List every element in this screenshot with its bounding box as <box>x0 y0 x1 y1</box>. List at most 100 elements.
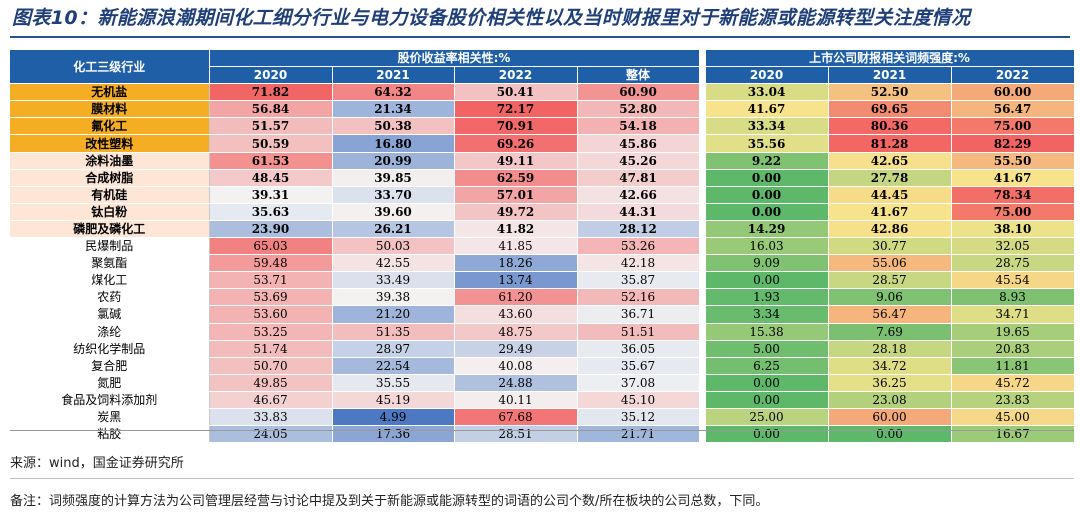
frequency-cell: 30.77 <box>828 237 952 256</box>
industry-name-cell: 氯碱 <box>10 305 210 324</box>
frequency-cell: 16.03 <box>705 237 829 256</box>
correlation-cell: 22.54 <box>332 357 455 375</box>
correlation-cell: 42.55 <box>332 254 455 273</box>
industry-name-cell: 炭黑 <box>10 408 210 427</box>
frequency-cell: 9.06 <box>828 288 952 307</box>
table-row: 农药 53.69 39.38 61.20 52.16 1.93 9.06 8.93 <box>10 288 1075 307</box>
correlation-cell: 50.41 <box>454 83 578 102</box>
header-corr-2022: 2022 <box>454 66 578 85</box>
header-corr-2021: 2021 <box>332 66 455 85</box>
correlation-cell: 53.26 <box>577 237 700 256</box>
header-group-row: 化工三级行业 股价收益率相关性:% 上市公司财报相关词频强度:% <box>10 50 1075 85</box>
correlation-cell: 48.45 <box>209 169 333 187</box>
frequency-cell: 60.00 <box>828 408 952 427</box>
frequency-cell: 41.67 <box>705 100 829 119</box>
table-row: 膜材料 56.84 21.34 72.17 52.80 41.67 69.65 56.47 <box>10 100 1075 119</box>
correlation-cell: 53.60 <box>209 305 333 324</box>
correlation-cell: 23.90 <box>209 220 333 239</box>
industry-name-cell: 膜材料 <box>10 100 210 119</box>
correlation-cell: 52.80 <box>577 100 700 119</box>
table-row: 民爆制品 65.03 50.03 41.85 53.26 16.03 30.77 32.05 <box>10 237 1075 256</box>
frequency-cell: 0.00 <box>705 425 829 444</box>
frequency-cell: 25.00 <box>705 408 829 427</box>
correlation-table: 化工三级行业 股价收益率相关性:% 上市公司财报相关词频强度:% 2020 20… <box>10 50 1075 444</box>
correlation-cell: 42.66 <box>577 186 700 204</box>
column-gap <box>699 323 706 341</box>
frequency-cell: 41.67 <box>951 169 1075 187</box>
column-gap <box>699 134 706 153</box>
frequency-cell: 41.67 <box>828 203 952 221</box>
frequency-cell: 27.78 <box>828 169 952 187</box>
correlation-cell: 49.11 <box>454 152 578 170</box>
table-row: 磷肥及磷化工 23.90 26.21 41.82 28.12 14.29 42.86 38.1… <box>10 220 1075 239</box>
frequency-cell: 6.25 <box>705 357 829 375</box>
table-row: 改性塑料 50.59 16.80 69.26 45.86 35.56 81.28 82.29 <box>10 134 1075 153</box>
frequency-cell: 33.04 <box>705 83 829 102</box>
correlation-cell: 45.19 <box>332 391 455 409</box>
correlation-cell: 47.81 <box>577 169 700 187</box>
correlation-cell: 39.31 <box>209 186 333 204</box>
correlation-cell: 48.75 <box>454 323 578 341</box>
correlation-cell: 4.99 <box>332 408 455 427</box>
frequency-cell: 16.67 <box>951 425 1075 444</box>
industry-name-cell: 钛白粉 <box>10 203 210 221</box>
correlation-cell: 45.86 <box>577 134 700 153</box>
table-row: 粘胶 24.05 17.36 28.51 21.71 0.00 0.00 16.67 <box>10 425 1075 444</box>
correlation-cell: 44.31 <box>577 203 700 221</box>
correlation-cell: 54.18 <box>577 117 700 136</box>
frequency-cell: 55.50 <box>951 152 1075 170</box>
correlation-cell: 35.12 <box>577 408 700 427</box>
correlation-cell: 20.99 <box>332 152 455 170</box>
table-row: 食品及饲料添加剂 46.67 45.19 40.11 45.10 0.00 23.08 23.… <box>10 391 1075 409</box>
frequency-cell: 3.34 <box>705 305 829 324</box>
correlation-cell: 51.51 <box>577 323 700 341</box>
frequency-cell: 19.65 <box>951 323 1075 341</box>
correlation-cell: 39.60 <box>332 203 455 221</box>
correlation-cell: 69.26 <box>454 134 578 153</box>
correlation-cell: 21.71 <box>577 425 700 444</box>
industry-name-cell: 民爆制品 <box>10 237 210 256</box>
column-gap <box>699 254 706 272</box>
correlation-cell: 53.69 <box>209 288 333 307</box>
table-row: 煤化工 53.71 33.49 13.74 35.87 0.00 28.57 45.54 <box>10 271 1075 290</box>
correlation-cell: 70.91 <box>454 117 578 136</box>
correlation-cell: 28.97 <box>332 340 455 358</box>
frequency-cell: 42.86 <box>828 220 952 239</box>
header-year-row: 2020 2021 2022 整体 2020 2021 2022 <box>10 66 1075 85</box>
correlation-cell: 50.59 <box>209 134 333 153</box>
correlation-cell: 52.16 <box>577 288 700 307</box>
column-gap <box>699 237 706 255</box>
correlation-cell: 60.90 <box>577 83 700 102</box>
frequency-cell: 45.54 <box>951 271 1075 290</box>
frequency-cell: 20.83 <box>951 340 1075 358</box>
industry-name-cell: 煤化工 <box>10 271 210 290</box>
correlation-cell: 71.82 <box>209 83 333 102</box>
frequency-cell: 9.22 <box>705 152 829 170</box>
table-row: 钛白粉 35.63 39.60 49.72 44.31 0.00 41.67 75.00 <box>10 203 1075 221</box>
frequency-cell: 45.00 <box>951 408 1075 427</box>
table-row: 炭黑 33.83 4.99 67.68 35.12 25.00 60.00 45.00 <box>10 408 1075 427</box>
correlation-cell: 41.82 <box>454 220 578 239</box>
correlation-cell: 16.80 <box>332 134 455 153</box>
frequency-cell: 28.57 <box>828 271 952 290</box>
header-corr-overall: 整体 <box>577 66 700 85</box>
table-row: 氯碱 53.60 21.20 43.60 36.71 3.34 56.47 34.71 <box>10 305 1075 324</box>
frequency-cell: 28.75 <box>951 254 1075 273</box>
frequency-cell: 23.08 <box>828 391 952 409</box>
industry-name-cell: 改性塑料 <box>10 134 210 153</box>
correlation-cell: 61.53 <box>209 152 333 170</box>
frequency-cell: 42.65 <box>828 152 952 170</box>
table-row: 纺织化学制品 51.74 28.97 29.49 36.05 5.00 28.18 20.83 <box>10 340 1075 358</box>
column-gap <box>699 357 706 375</box>
industry-name-cell: 复合肥 <box>10 357 210 375</box>
frequency-cell: 81.28 <box>828 134 952 153</box>
correlation-cell: 36.71 <box>577 305 700 324</box>
correlation-cell: 59.48 <box>209 254 333 273</box>
frequency-cell: 34.72 <box>828 357 952 375</box>
header-group-frequency: 上市公司财报相关词频强度:% <box>705 50 1075 68</box>
column-gap <box>699 83 706 101</box>
frequency-cell: 56.47 <box>828 305 952 324</box>
column-gap <box>699 203 706 221</box>
correlation-cell: 39.38 <box>332 288 455 307</box>
column-gap <box>699 391 706 409</box>
